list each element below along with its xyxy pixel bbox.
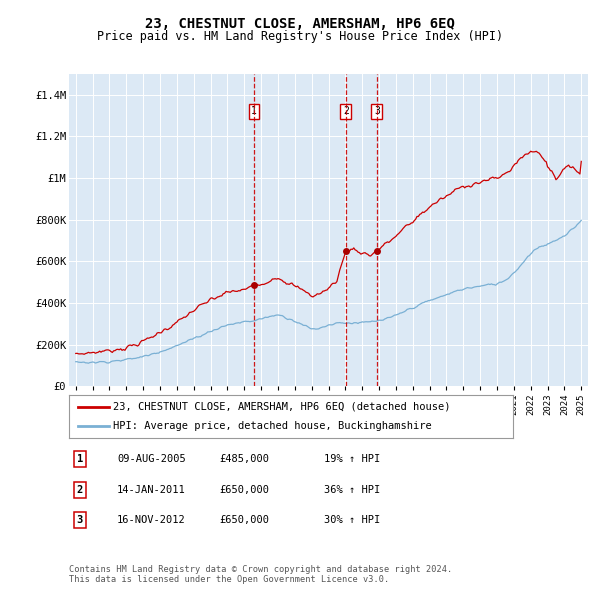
Text: 19% ↑ HPI: 19% ↑ HPI [324, 454, 380, 464]
Text: 3: 3 [374, 106, 380, 116]
Text: 23, CHESTNUT CLOSE, AMERSHAM, HP6 6EQ (detached house): 23, CHESTNUT CLOSE, AMERSHAM, HP6 6EQ (d… [113, 402, 451, 412]
Text: 14-JAN-2011: 14-JAN-2011 [117, 485, 186, 494]
Text: 09-AUG-2005: 09-AUG-2005 [117, 454, 186, 464]
Text: 1: 1 [77, 454, 83, 464]
Text: 3: 3 [77, 516, 83, 525]
Text: £650,000: £650,000 [219, 485, 269, 494]
Text: 2: 2 [343, 106, 349, 116]
Text: 2: 2 [77, 485, 83, 494]
Text: 36% ↑ HPI: 36% ↑ HPI [324, 485, 380, 494]
Text: £485,000: £485,000 [219, 454, 269, 464]
Text: Contains HM Land Registry data © Crown copyright and database right 2024.
This d: Contains HM Land Registry data © Crown c… [69, 565, 452, 584]
Text: 23, CHESTNUT CLOSE, AMERSHAM, HP6 6EQ: 23, CHESTNUT CLOSE, AMERSHAM, HP6 6EQ [145, 17, 455, 31]
Text: 30% ↑ HPI: 30% ↑ HPI [324, 516, 380, 525]
Text: 1: 1 [251, 106, 257, 116]
Text: 16-NOV-2012: 16-NOV-2012 [117, 516, 186, 525]
Text: Price paid vs. HM Land Registry's House Price Index (HPI): Price paid vs. HM Land Registry's House … [97, 30, 503, 43]
Text: HPI: Average price, detached house, Buckinghamshire: HPI: Average price, detached house, Buck… [113, 421, 432, 431]
Text: £650,000: £650,000 [219, 516, 269, 525]
